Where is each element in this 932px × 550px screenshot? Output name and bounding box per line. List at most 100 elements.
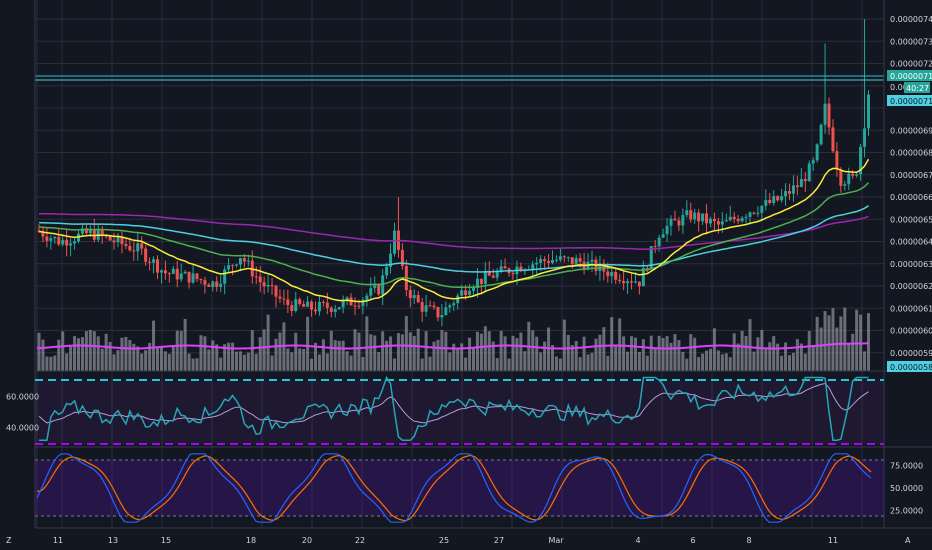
- volume-bar: [215, 344, 219, 371]
- volume-bar: [697, 356, 701, 371]
- candle-body: [831, 127, 835, 152]
- volume-bar: [381, 331, 385, 371]
- volume-bar: [385, 340, 389, 371]
- candle-body: [302, 304, 306, 307]
- candle-body: [444, 307, 448, 315]
- volume-bar: [428, 356, 432, 371]
- candle-body: [314, 309, 317, 312]
- candle-body: [49, 238, 53, 241]
- rsi-panel[interactable]: 60.0000 40.0000: [6, 375, 884, 445]
- candle-body: [152, 259, 156, 263]
- timezone-letter[interactable]: Z: [6, 536, 12, 545]
- volume-bar: [80, 337, 84, 371]
- volume-bar: [811, 345, 815, 371]
- volume-bar: [412, 335, 416, 371]
- volume-bar: [191, 358, 195, 371]
- candle-body: [373, 285, 377, 289]
- volume-bar: [551, 345, 554, 371]
- volume-bar: [507, 358, 511, 371]
- candle-body: [128, 246, 132, 251]
- second-price-label: 0.00000713: [890, 97, 932, 106]
- candle-body: [543, 259, 547, 261]
- volume-bar: [116, 350, 120, 371]
- volume-bar: [768, 342, 772, 371]
- volume-bar: [764, 349, 768, 371]
- candle-body: [847, 173, 851, 185]
- volume-bar: [519, 332, 523, 371]
- candle-body: [693, 212, 697, 220]
- volume-bar: [819, 327, 823, 371]
- volume-bar: [614, 345, 618, 371]
- volume-bar: [554, 356, 558, 371]
- volume-bar: [788, 355, 791, 371]
- candle-body: [799, 178, 803, 188]
- candle-body: [649, 246, 653, 270]
- current-price-label: 0.00000715: [890, 72, 932, 81]
- volume-bar: [709, 348, 712, 371]
- volume-bar: [77, 338, 80, 371]
- candle-body: [365, 295, 369, 300]
- candle-body: [712, 218, 716, 222]
- candle-body: [863, 128, 867, 147]
- candle-body: [357, 305, 361, 307]
- volume-bar: [112, 354, 116, 371]
- volume-bar: [321, 339, 325, 371]
- candle-body: [412, 295, 416, 299]
- candle-body: [227, 265, 231, 270]
- candle-body: [574, 258, 578, 264]
- volume-bar: [88, 329, 92, 371]
- candle-body: [231, 265, 235, 267]
- volume-bar: [132, 343, 136, 371]
- candle-body: [136, 243, 140, 252]
- volume-bar: [543, 341, 547, 371]
- volume-bar: [566, 334, 570, 371]
- volume-bar: [799, 343, 803, 371]
- volume-bar: [238, 351, 242, 371]
- candle-body: [156, 259, 159, 273]
- time-tick-label: 27: [494, 536, 504, 545]
- volume-bar: [294, 332, 298, 371]
- stochastic-panel[interactable]: 75.0000 50.0000 25.0000: [35, 453, 923, 523]
- volume-bar: [262, 329, 266, 371]
- volume-bar: [96, 336, 100, 371]
- candle-body: [416, 295, 420, 303]
- volume-bar: [487, 331, 491, 371]
- volume-bar: [124, 336, 128, 371]
- candle-body: [321, 301, 325, 303]
- candle-body: [618, 279, 622, 281]
- volume-bar: [776, 343, 780, 371]
- volume-bar: [171, 346, 175, 371]
- volume-bar: [389, 336, 393, 371]
- candle-body: [400, 249, 404, 266]
- volume-bar: [562, 319, 566, 371]
- volume-bar: [286, 348, 290, 371]
- volume-bar: [653, 347, 657, 371]
- volume-bar: [207, 349, 211, 371]
- candle-body: [266, 284, 270, 287]
- volume-bar: [570, 345, 574, 371]
- candle-body: [199, 279, 203, 281]
- volume-bar: [369, 334, 373, 371]
- volume-bar: [266, 314, 270, 371]
- time-tick-label: Mar: [548, 536, 564, 545]
- time-axis[interactable]: 11 13 15 18 20 22 25 27 Mar 4 6 8 11: [53, 536, 838, 545]
- candle-body: [566, 257, 570, 259]
- candle-body: [258, 276, 262, 283]
- volume-bar: [503, 336, 507, 371]
- volume-bar: [558, 358, 562, 371]
- volume-bar: [732, 333, 736, 371]
- volume-bar: [432, 341, 436, 371]
- auto-scale-letter[interactable]: A: [905, 536, 911, 545]
- ema-green-line: [38, 182, 870, 289]
- stoch-k-line: [36, 453, 872, 523]
- candle-body: [653, 246, 657, 248]
- volume-bar: [227, 342, 231, 371]
- volume-bar: [420, 358, 424, 371]
- candle-body: [483, 271, 487, 284]
- volume-bar: [203, 336, 207, 371]
